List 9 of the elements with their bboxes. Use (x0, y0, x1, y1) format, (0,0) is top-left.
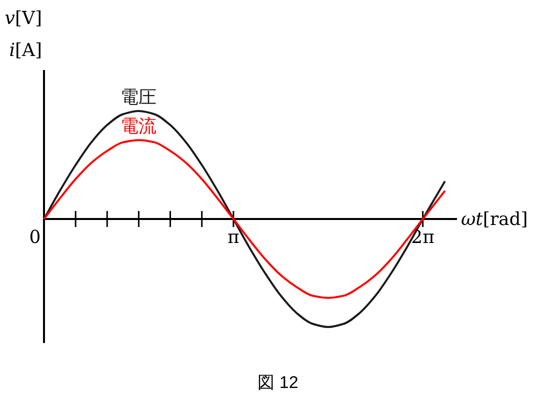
x-tick: π (228, 211, 240, 248)
caption: 図 12 (258, 373, 298, 392)
x-tick: 0 (29, 227, 41, 248)
y2-axis-title: i[A] (9, 40, 42, 61)
series-label: 電圧 (120, 87, 157, 107)
x-axis-title: ωt[rad] (461, 209, 528, 230)
y-axis-title: v[V] (4, 8, 42, 29)
x-tick-label: π (228, 227, 240, 248)
series-label: 電流 (120, 116, 157, 136)
